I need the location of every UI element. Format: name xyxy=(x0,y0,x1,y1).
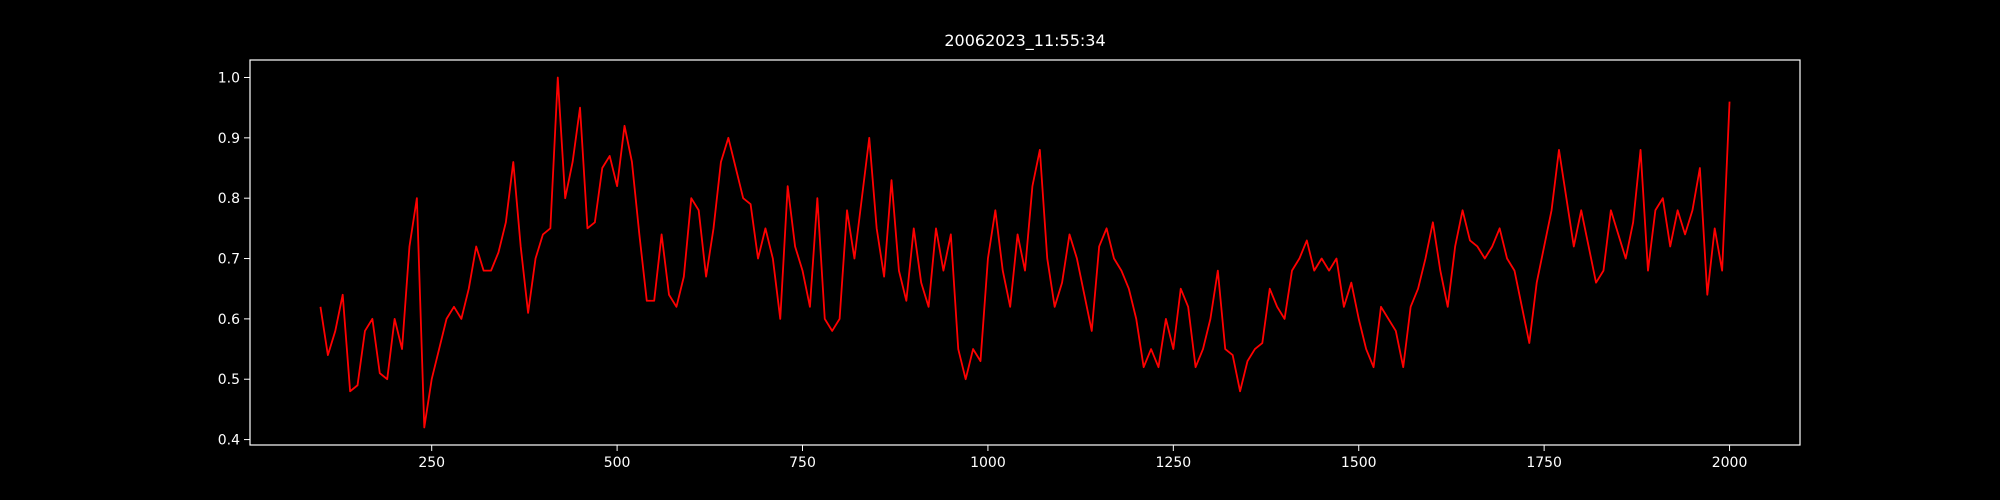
x-tick-label: 1250 xyxy=(1156,455,1192,471)
y-tick-label: 0.7 xyxy=(218,252,240,268)
y-tick-label: 0.6 xyxy=(218,312,240,328)
y-tick-label: 1.0 xyxy=(218,71,240,87)
y-tick-label: 0.5 xyxy=(218,372,240,388)
y-tick-label: 0.9 xyxy=(218,131,240,147)
x-tick-label: 1500 xyxy=(1341,455,1377,471)
x-tick-label: 1750 xyxy=(1526,455,1562,471)
axes-frame xyxy=(249,59,1801,446)
data-line xyxy=(319,76,1731,429)
x-tick-label: 750 xyxy=(789,455,816,471)
x-tick-label: 2000 xyxy=(1712,455,1748,471)
x-tick-label: 500 xyxy=(604,455,631,471)
x-tick-label: 1000 xyxy=(970,455,1006,471)
y-tick-label: 0.4 xyxy=(218,433,240,449)
y-tick-label: 0.8 xyxy=(218,191,240,207)
chart-title: 20062023_11:55:34 xyxy=(944,31,1105,51)
x-tick-label: 250 xyxy=(418,455,445,471)
